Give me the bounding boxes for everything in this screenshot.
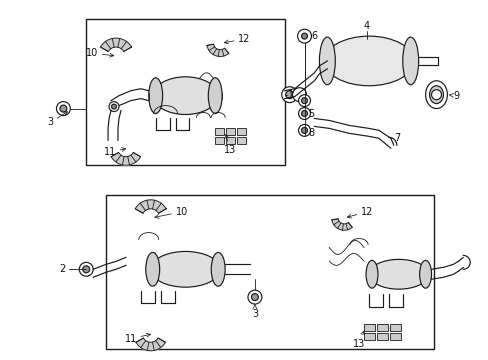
Text: 10: 10	[86, 48, 114, 58]
Text: 4: 4	[363, 21, 369, 31]
Text: 3: 3	[47, 112, 67, 127]
Circle shape	[298, 95, 310, 107]
Text: 11: 11	[124, 333, 150, 344]
Polygon shape	[331, 219, 351, 230]
Ellipse shape	[368, 260, 427, 289]
Circle shape	[301, 33, 307, 39]
Bar	[237, 137, 245, 144]
Bar	[225, 129, 235, 135]
Circle shape	[297, 29, 311, 43]
Ellipse shape	[319, 37, 335, 85]
Polygon shape	[206, 44, 228, 57]
Ellipse shape	[150, 251, 220, 287]
Text: 5: 5	[308, 108, 314, 118]
Ellipse shape	[428, 86, 443, 104]
Ellipse shape	[324, 36, 413, 86]
Bar	[237, 129, 245, 135]
Circle shape	[298, 108, 310, 120]
Ellipse shape	[366, 260, 377, 288]
Polygon shape	[136, 338, 165, 351]
Circle shape	[301, 98, 307, 104]
Text: 13: 13	[352, 331, 365, 349]
Circle shape	[60, 105, 67, 112]
Circle shape	[298, 125, 310, 136]
Polygon shape	[101, 38, 131, 51]
Text: 10: 10	[155, 207, 187, 219]
Circle shape	[301, 111, 307, 117]
Circle shape	[111, 104, 116, 109]
Text: 9: 9	[448, 91, 459, 101]
Circle shape	[292, 88, 306, 102]
Bar	[106, 195, 433, 349]
Text: 3: 3	[251, 305, 258, 319]
Bar	[86, 19, 284, 165]
Bar	[225, 137, 235, 144]
Bar	[215, 129, 224, 135]
Text: 11: 11	[103, 147, 125, 157]
Circle shape	[281, 87, 297, 103]
Text: 13: 13	[224, 135, 236, 155]
Circle shape	[109, 102, 119, 112]
Text: 12: 12	[224, 34, 250, 44]
Text: 8: 8	[308, 129, 314, 138]
Bar	[376, 333, 387, 340]
Bar	[364, 324, 374, 331]
Circle shape	[247, 290, 262, 304]
Circle shape	[251, 294, 258, 301]
Circle shape	[285, 91, 293, 99]
Circle shape	[56, 102, 70, 116]
Ellipse shape	[419, 260, 431, 288]
Bar	[376, 324, 387, 331]
Text: 7: 7	[393, 133, 399, 143]
Polygon shape	[135, 200, 166, 213]
Circle shape	[82, 266, 89, 273]
Circle shape	[79, 262, 93, 276]
Ellipse shape	[145, 252, 160, 286]
Text: 1: 1	[287, 90, 293, 100]
Bar	[364, 333, 374, 340]
Ellipse shape	[208, 78, 222, 113]
Text: 2: 2	[59, 264, 65, 274]
Polygon shape	[111, 153, 141, 165]
Ellipse shape	[402, 37, 418, 85]
Ellipse shape	[425, 81, 447, 109]
Ellipse shape	[148, 78, 163, 113]
Circle shape	[301, 127, 307, 133]
Bar	[215, 137, 224, 144]
Bar	[389, 324, 400, 331]
Ellipse shape	[153, 77, 217, 114]
Ellipse shape	[211, 252, 224, 286]
Bar	[389, 333, 400, 340]
Text: 6: 6	[311, 31, 317, 41]
Text: 12: 12	[346, 207, 373, 218]
Circle shape	[431, 90, 441, 100]
